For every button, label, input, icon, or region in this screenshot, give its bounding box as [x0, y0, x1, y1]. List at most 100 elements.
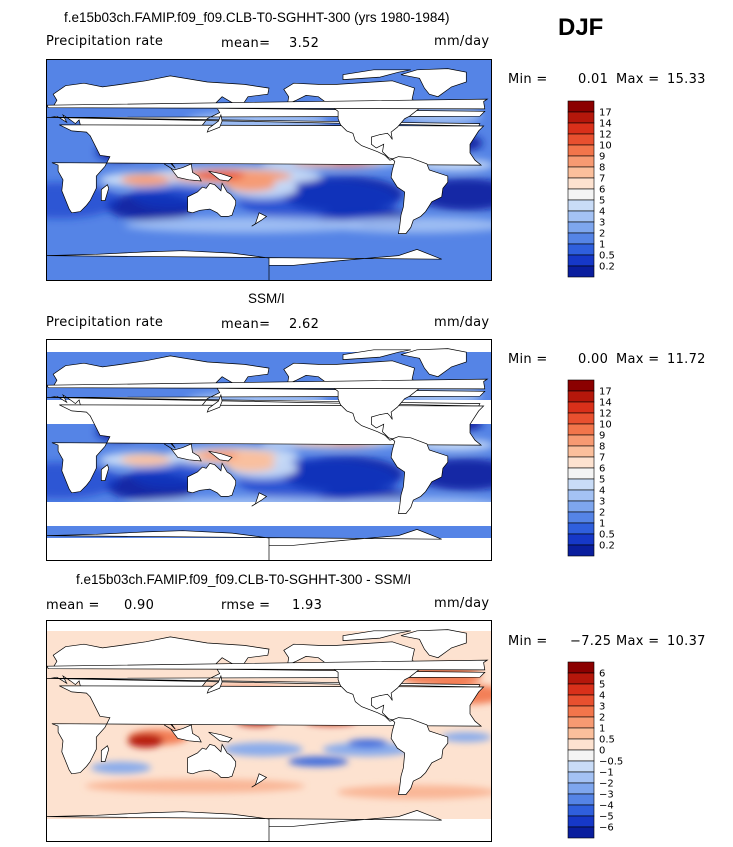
colorbar-swatch	[567, 434, 595, 447]
panel-1-title: f.e15b03ch.FAMIP.f09_f09.CLB-T0-SGHHT-30…	[64, 10, 450, 25]
colorbar-tick-label: −3	[599, 790, 614, 801]
colorbar-tick-label: 6	[599, 185, 605, 196]
panel-3-min-value: −7.25	[570, 634, 612, 649]
colorbar-tick-label: 9	[599, 431, 605, 442]
panel-2-title: SSM/I	[248, 291, 285, 306]
missing-data	[47, 340, 491, 352]
land-antarctica	[47, 810, 442, 841]
colorbar-swatch	[567, 221, 595, 234]
panel-2-map-svg	[47, 340, 491, 560]
colorbar-swatch	[567, 401, 595, 414]
land-nz	[251, 492, 268, 507]
land-newguinea	[208, 450, 233, 462]
negative-anomaly	[288, 756, 349, 767]
colorbar-tick-label: 0	[599, 746, 605, 757]
itcz-core	[225, 177, 276, 192]
land-newguinea	[208, 731, 233, 743]
land-samerica	[390, 436, 449, 514]
panel-3-min-label: Min =	[508, 634, 548, 649]
colorbar-swatch	[567, 522, 595, 535]
itcz-core	[225, 457, 276, 472]
colorbar-swatch	[567, 500, 595, 513]
land-indonesia	[164, 163, 202, 182]
colorbar-swatch	[567, 232, 595, 245]
colorbar-swatch	[567, 683, 595, 696]
colorbar-tick-label: −1	[599, 768, 614, 779]
land-japan	[206, 393, 223, 413]
colorbar-swatch	[567, 738, 595, 751]
colorbar-tick-label: 0.2	[599, 262, 615, 273]
colorbar-tick-label: 4	[599, 207, 605, 218]
land-samerica	[390, 156, 449, 234]
panel-2-variable-label: Precipitation rate	[46, 315, 164, 330]
land-samerica	[390, 717, 449, 795]
panel-1-mean-value: 3.52	[289, 36, 320, 51]
colorbar-tick-label: −6	[599, 823, 614, 834]
panel-1-min-label: Min =	[508, 72, 548, 87]
negative-anomaly	[91, 761, 151, 774]
colorbar-tick-label: 10	[599, 420, 612, 431]
colorbar-swatch	[567, 100, 595, 113]
colorbar-tick-label: 1	[599, 519, 605, 530]
colorbar-swatch	[567, 166, 595, 179]
colorbar-swatch	[567, 265, 595, 278]
colorbar-swatch	[567, 672, 595, 685]
colorbar-tick-label: 6	[599, 669, 605, 680]
colorbar-tick-label: 3	[599, 218, 605, 229]
colorbar-swatch	[567, 705, 595, 718]
panel-1-mean-label: mean=	[221, 36, 271, 51]
panel-1-variable-label: Precipitation rate	[46, 34, 164, 49]
colorbar-swatch	[567, 661, 595, 674]
colorbar-tick-label: 5	[599, 196, 605, 207]
missing-data	[47, 502, 491, 526]
land-africa	[51, 685, 485, 775]
colorbar-tick-label: 4	[599, 486, 605, 497]
negative-anomaly	[347, 739, 388, 748]
colorbar-swatch	[567, 254, 595, 267]
land-africa	[51, 404, 485, 494]
colorbar-swatch	[567, 544, 595, 557]
panel-2-colorbar: 17 14 12 10 9 8 7 6 5 4 3 2 1 0.5 0.2	[567, 379, 628, 557]
colorbar-swatch	[567, 771, 595, 784]
colorbar-swatch	[567, 144, 595, 157]
colorbar-swatch	[567, 188, 595, 201]
colorbar-swatch	[567, 210, 595, 223]
panel-3-map-svg	[47, 621, 491, 841]
panel-2-max-value: 11.72	[667, 352, 706, 367]
land-greenland	[400, 348, 467, 378]
negative-anomaly	[322, 742, 413, 757]
land-uk	[47, 98, 489, 110]
colorbar-tick-label: 9	[599, 152, 605, 163]
colorbar-swatch	[567, 760, 595, 773]
negative-anomaly	[222, 742, 303, 757]
land-indonesia	[164, 443, 202, 462]
colorbar-tick-label: 1	[599, 724, 605, 735]
colorbar-swatch	[567, 815, 595, 828]
land-greenland	[400, 629, 467, 659]
colorbar-tick-label: 2	[599, 508, 605, 519]
panel-3-max-label: Max =	[616, 634, 660, 649]
colorbar-swatch	[567, 782, 595, 795]
panel-2-max-label: Max =	[616, 352, 660, 367]
colorbar-tick-label: 14	[599, 119, 612, 130]
colorbar-tick-label: −4	[599, 801, 614, 812]
colorbar-tick-label: 12	[599, 409, 612, 420]
positive-anomaly	[85, 779, 305, 793]
itcz-core	[120, 453, 171, 466]
panel-1-max-label: Max =	[616, 72, 660, 87]
colorbar-swatch	[567, 716, 595, 729]
colorbar-tick-label: 1	[599, 240, 605, 251]
colorbar-swatch	[567, 489, 595, 502]
colorbar-swatch	[567, 467, 595, 480]
panel-1-min-value: 0.01	[578, 72, 609, 87]
land-australia	[187, 743, 237, 778]
colorbar-tick-label: 5	[599, 680, 605, 691]
panel-1-units: mm/day	[434, 34, 490, 49]
land-nz	[251, 773, 268, 788]
land-antarctica	[47, 249, 442, 280]
colorbar-tick-label: −2	[599, 779, 614, 790]
land-japan	[206, 113, 223, 133]
panel-3-mean-value: 0.90	[124, 598, 155, 613]
colorbar-swatch	[567, 826, 595, 839]
colorbar-swatch	[567, 793, 595, 806]
